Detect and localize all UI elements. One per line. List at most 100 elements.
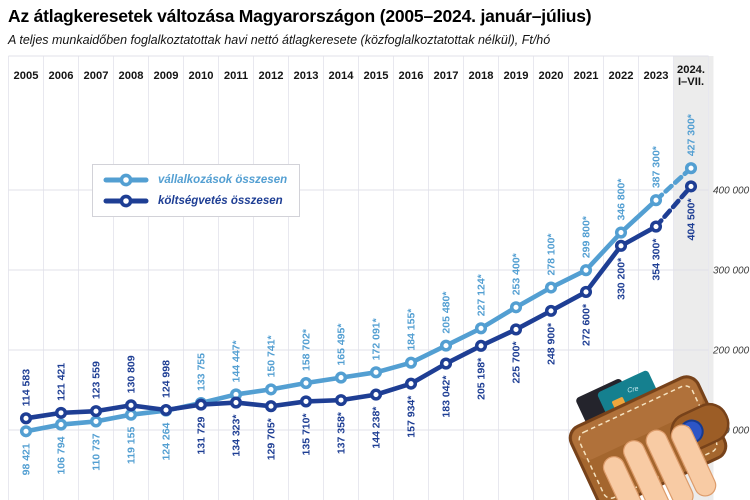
data-point [124,408,138,421]
data-point-label: 354 300* [651,238,663,281]
data-point [474,322,488,335]
data-point [544,281,558,294]
data-point-label: 346 800* [616,178,628,221]
data-point [194,398,208,411]
data-point-label: 158 702* [301,328,313,371]
chart-legend: vállalkozások összesen költségvetés össz… [92,164,301,217]
data-point-label: 253 400* [511,252,523,295]
data-point-label: 124 998 [161,360,173,398]
year-label: 2007 [84,70,109,82]
data-point [509,301,523,314]
data-point [369,366,383,379]
data-point [264,400,278,413]
data-point-label: 387 300* [651,145,663,188]
data-point [334,394,348,407]
year-label: 2010 [189,70,214,82]
year-label: 2024. [677,64,705,76]
year-label: 2021 [574,70,599,82]
data-point [89,415,103,428]
data-point-label: 299 800* [581,215,593,258]
data-point [579,285,593,298]
legend-item-koltsegvetes: költségvetés összesen [103,194,287,208]
data-point-label: 404 500* [686,197,698,240]
year-label: 2016 [399,70,424,82]
data-point-label: 157 934* [406,395,418,438]
data-point-label: 150 741* [266,334,278,377]
data-point [299,376,313,390]
data-point-label: 278 100* [546,233,558,276]
year-label: 2023 [644,70,669,82]
legend-item-vallalkozasok: vállalkozások összesen [103,173,287,187]
year-label: 2005 [14,70,39,82]
data-point [474,339,488,352]
year-label: 2022 [609,70,634,82]
year-label: 2006 [49,70,74,82]
data-point [439,357,453,370]
data-point [614,226,628,239]
data-point-label: 227 124* [476,273,488,316]
data-point [299,395,313,408]
legend-item-label: költségvetés összesen [158,195,283,207]
data-point [404,377,418,390]
data-point-label: 165 495* [336,323,348,366]
data-point-label: 137 358* [336,411,348,454]
y-axis-tick-label: 300 000 [713,266,750,277]
year-label: I–VII. [678,76,704,88]
data-point-label: 225 700* [511,341,523,384]
data-point-label: 272 600* [581,303,593,346]
year-label: 2015 [364,70,389,82]
line-marker-icon [103,173,149,187]
series-line-dashed-1 [653,184,694,229]
data-point [124,399,138,412]
data-point [54,418,68,431]
data-point [614,239,628,252]
data-point-label: 98 421 [21,443,33,475]
data-point-label: 124 264 [161,422,173,460]
data-point-label: 172 091* [371,317,383,360]
year-label: 2012 [259,70,284,82]
y-axis-tick-label: 200 000 [712,346,750,357]
data-point-label: 131 729 [196,416,208,454]
data-point-label: 135 710* [301,413,313,456]
svg-text:Cre: Cre [627,385,640,394]
data-point [509,323,523,336]
data-point-label: 144 238* [371,406,383,449]
data-point-label: 205 198* [476,357,488,400]
data-point-label: 119 155 [126,427,138,465]
page-subtitle: A teljes munkaidőben foglalkoztatottak h… [8,33,551,47]
y-axis-tick-label: 400 000 [713,186,750,197]
data-point-label: 330 200* [616,257,628,300]
year-label: 2014 [329,70,355,82]
year-label: 2009 [154,70,179,82]
data-point [544,304,558,317]
data-point-label: 106 794 [56,436,68,474]
data-point-label: 183 042* [441,375,453,418]
data-point [264,383,278,396]
year-label: 2018 [469,70,494,82]
series-line-dashed-0 [653,165,694,203]
data-point-label: 144 447* [231,339,243,382]
data-point [19,425,33,438]
data-point-label: 427 300* [686,113,698,156]
year-label: 2013 [294,70,319,82]
data-point-label: 130 809 [126,355,138,393]
data-point-label: 248 900* [546,322,558,365]
data-point [229,396,243,409]
wallet-illustration: Cre [568,370,730,500]
y-axis-tick-label: 100 000 [713,426,750,437]
data-point-label: 123 559 [91,361,103,399]
data-point [439,339,453,352]
year-label: 2011 [224,70,248,82]
wallet-top-band [572,378,703,460]
data-point [649,194,663,207]
data-point [684,180,698,193]
data-point [649,220,663,233]
data-point-label: 110 737 [91,433,103,471]
data-point [369,388,383,401]
page-title: Az átlagkeresetek változása Magyarország… [8,6,592,26]
data-point [684,162,698,175]
data-point [579,264,593,277]
data-point-label: 133 755 [196,353,208,391]
data-point-label: 129 705* [266,417,278,460]
